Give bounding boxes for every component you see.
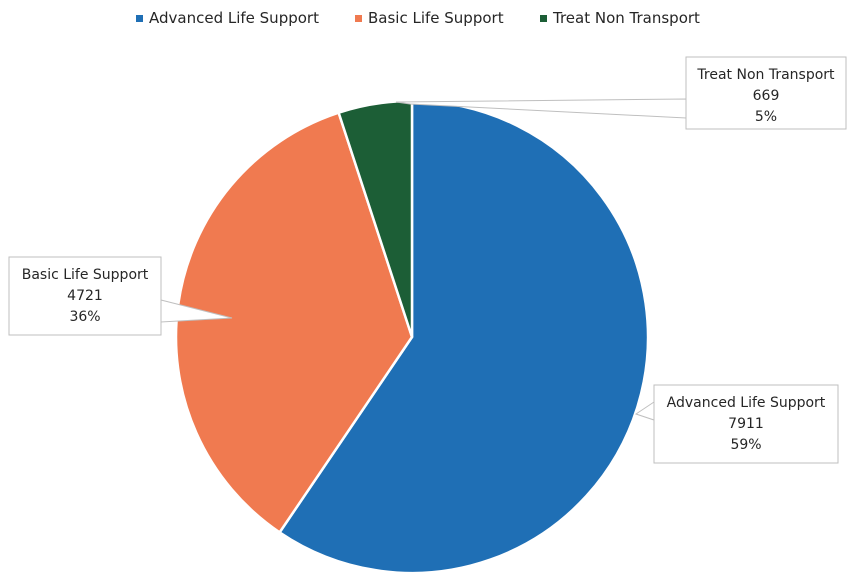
data-label-value-basic-life-support: 4721: [67, 288, 103, 304]
callout-box-basic-life-support: [8, 256, 162, 336]
data-label-value-advanced-life-support: 7911: [728, 416, 764, 432]
data-label-category-basic-life-support: Basic Life Support: [22, 267, 149, 283]
legend-label-advanced-life-support: Advanced Life Support: [149, 9, 319, 27]
pie-slice-treat-non-transport: [337, 99, 414, 339]
data-label-percent-treat-non-transport: 5%: [755, 109, 777, 125]
legend: Advanced Life Support Basic Life Support T…: [136, 9, 700, 27]
legend-label-basic-life-support: Basic Life Support: [368, 9, 504, 27]
legend-swatch-basic-life-support: [355, 15, 362, 22]
legend-item-advanced-life-support: Advanced Life Support: [136, 9, 319, 27]
legend-item-basic-life-support: Basic Life Support: [355, 9, 504, 27]
data-label-percent-advanced-life-support: 59%: [730, 437, 761, 453]
callout-basic-life-support: Basic Life Support 4721 36%: [8, 256, 162, 336]
data-label-category-treat-non-transport: Treat Non Transport: [696, 67, 835, 83]
legend-swatch-advanced-life-support: [136, 15, 143, 22]
data-label-value-treat-non-transport: 669: [753, 88, 780, 104]
data-label-category-advanced-life-support: Advanced Life Support: [667, 395, 826, 411]
pie-slices: [174, 99, 650, 573]
data-callouts: Advanced Life Support 7911 59% Basic Life S…: [8, 56, 847, 464]
callout-box-treat-non-transport: [685, 56, 847, 130]
legend-swatch-treat-non-transport: [540, 15, 547, 22]
callout-treat-non-transport: Treat Non Transport 669 5%: [685, 56, 847, 130]
callout-advanced-life-support: Advanced Life Support 7911 59%: [653, 384, 839, 464]
legend-label-treat-non-transport: Treat Non Transport: [552, 9, 700, 27]
data-label-percent-basic-life-support: 36%: [69, 309, 100, 325]
legend-item-treat-non-transport: Treat Non Transport: [540, 9, 700, 27]
callout-box-advanced-life-support: [653, 384, 839, 464]
